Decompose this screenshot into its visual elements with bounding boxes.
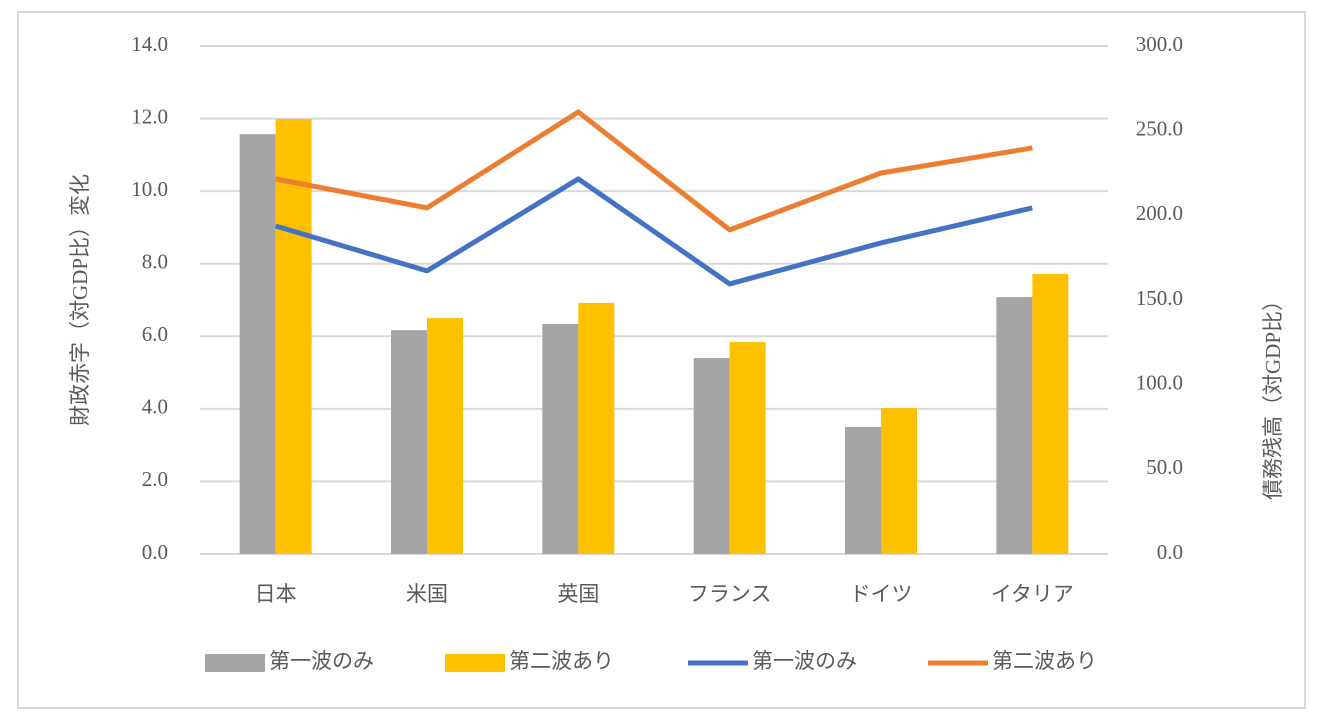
y2-tick-label: 50.0 xyxy=(1146,455,1183,479)
bar xyxy=(391,330,427,554)
y2-axis-title: 債務残高（対GDP比） xyxy=(1261,290,1285,500)
bar xyxy=(427,318,463,554)
legend-swatch xyxy=(205,654,265,672)
y-tick-label: 4.0 xyxy=(142,395,168,419)
x-tick-label: 英国 xyxy=(557,582,599,606)
x-tick-label: イタリア xyxy=(991,582,1074,606)
x-tick-label: 米国 xyxy=(406,582,448,606)
y2-tick-label: 0.0 xyxy=(1157,540,1183,564)
x-tick-label: ドイツ xyxy=(850,582,913,606)
bar xyxy=(578,302,615,554)
y-tick-label: 6.0 xyxy=(142,322,168,346)
y2-tick-label: 100.0 xyxy=(1136,370,1183,394)
y2-tick-label: 250.0 xyxy=(1136,116,1183,140)
legend-label: 第一波のみ xyxy=(752,649,857,673)
legend-label: 第一波のみ xyxy=(269,649,374,673)
y-axis-title: 財政赤字（対GDP比）変化 xyxy=(68,174,92,426)
y2-tick-label: 300.0 xyxy=(1136,32,1183,56)
bar xyxy=(542,323,579,554)
y-tick-label: 2.0 xyxy=(142,467,168,491)
line xyxy=(275,109,1033,233)
x-tick-label: フランス xyxy=(688,582,772,606)
y2-tick-label: 150.0 xyxy=(1136,286,1183,310)
bar xyxy=(996,297,1033,554)
legend-swatch xyxy=(445,654,505,672)
bar xyxy=(881,408,917,554)
chart-frame xyxy=(17,11,1306,709)
bar xyxy=(729,342,766,554)
bar xyxy=(239,134,276,554)
bar xyxy=(1032,273,1069,554)
legend-label: 第二波あり xyxy=(992,649,1097,673)
y-tick-label: 12.0 xyxy=(131,104,168,128)
bar xyxy=(693,358,730,554)
y-tick-label: 14.0 xyxy=(131,32,168,56)
legend-label: 第二波あり xyxy=(509,649,614,673)
line xyxy=(274,176,1033,287)
y-tick-label: 8.0 xyxy=(142,250,168,274)
y-tick-label: 10.0 xyxy=(131,177,168,201)
y2-tick-label: 200.0 xyxy=(1136,201,1183,225)
x-tick-label: 日本 xyxy=(255,582,297,606)
bar xyxy=(275,118,312,554)
y-tick-label: 0.0 xyxy=(142,540,168,564)
bar xyxy=(845,427,881,554)
